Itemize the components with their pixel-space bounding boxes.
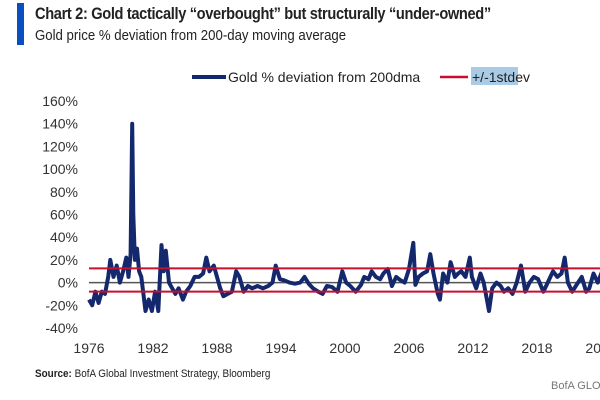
x-tick-label: 1976: [73, 340, 104, 356]
y-tick-label: -40%: [45, 320, 78, 336]
x-tick-label: 1988: [201, 340, 232, 356]
legend-band-label: +/-1stdev: [472, 69, 530, 85]
legend-series-label: Gold % deviation from 200dma: [228, 69, 420, 85]
y-tick-label: 160%: [42, 93, 78, 109]
chart-title: Chart 2: Gold tactically “overbought” bu…: [35, 4, 491, 23]
source-note: Source: BofA Global Investment Strategy,…: [35, 368, 270, 380]
legend-highlight: [471, 67, 518, 85]
x-tick-label: 1994: [265, 340, 296, 356]
title-accent-bar: [17, 3, 24, 45]
y-tick-label: 100%: [42, 161, 78, 177]
x-tick-label: 2006: [393, 340, 424, 356]
y-tick-label: 20%: [50, 252, 78, 268]
y-tick-label: -20%: [45, 297, 78, 313]
y-tick-label: 0%: [58, 275, 78, 291]
y-tick-label: 80%: [50, 184, 78, 200]
x-tick-label: 2018: [521, 340, 552, 356]
x-tick-label: 1982: [137, 340, 168, 356]
y-tick-label: 120%: [42, 138, 78, 154]
source-label: Source:: [35, 368, 72, 380]
series-line-gold-deviation: [87, 121, 600, 313]
watermark: BofA GLOBAL: [551, 380, 600, 392]
y-tick-label: 140%: [42, 116, 78, 132]
x-tick-label: 2000: [329, 340, 360, 356]
source-text: BofA Global Investment Strategy, Bloombe…: [71, 368, 271, 380]
x-tick-label: 2024: [585, 340, 600, 356]
x-tick-label: 2012: [457, 340, 488, 356]
y-tick-label: 40%: [50, 229, 78, 245]
y-tick-label: 60%: [50, 207, 78, 223]
legend: Gold % deviation from 200dma +/-1stdev: [192, 67, 530, 85]
chart-subtitle: Gold price % deviation from 200-day movi…: [35, 27, 347, 44]
